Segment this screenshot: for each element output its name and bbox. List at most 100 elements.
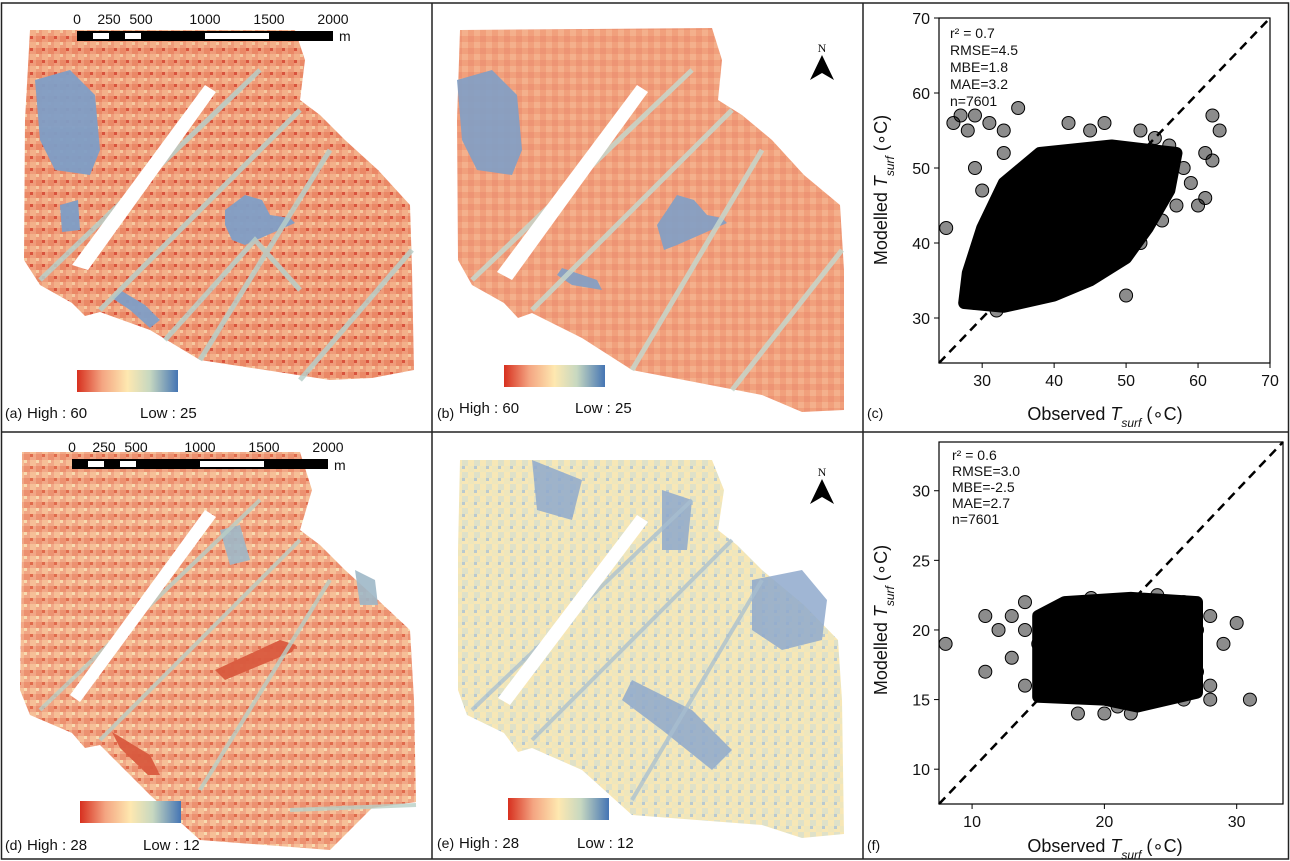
scatter-point bbox=[1150, 692, 1165, 707]
x-tick-label: 60 bbox=[1189, 373, 1207, 390]
scatter-point bbox=[1025, 198, 1040, 213]
scale-tick: 250 bbox=[97, 11, 121, 27]
scatter-point bbox=[1044, 664, 1059, 679]
river-gap bbox=[70, 510, 216, 702]
scatter-point bbox=[1216, 636, 1231, 651]
legend-high: High : 60 bbox=[27, 405, 87, 422]
map-panel-d: 0 250 500 1000 1500 2000 m (d) High : 28… bbox=[5, 439, 417, 854]
scatter-point bbox=[1203, 609, 1218, 624]
dense-cloud bbox=[958, 139, 1183, 313]
scatter-point bbox=[1205, 153, 1220, 168]
temperature-map bbox=[20, 452, 417, 850]
scatter-point bbox=[1205, 108, 1220, 123]
scatter-point bbox=[953, 108, 968, 123]
color-legend: (e) High : 28 Low : 12 bbox=[437, 798, 634, 852]
scale-bar: 0 250 500 1000 1500 2000 m bbox=[68, 439, 346, 473]
scatter-point bbox=[1018, 678, 1032, 693]
scatter-point bbox=[946, 116, 961, 130]
scatter-point bbox=[1203, 678, 1218, 693]
scatter-point bbox=[1083, 123, 1098, 138]
scatter-point bbox=[1191, 198, 1206, 213]
y-axis-title: Modelled Tsurf (∘C) bbox=[871, 545, 897, 695]
scatter-point bbox=[996, 123, 1011, 138]
stats-box: r² = 0.7 RMSE=4.5 MBE=1.8 MAE=3.2 n=7601 bbox=[950, 25, 1018, 109]
panel-label: (c) bbox=[867, 405, 883, 421]
legend-high: High : 28 bbox=[459, 835, 519, 852]
scatter-point bbox=[1169, 198, 1184, 213]
y-tick-label: 20 bbox=[912, 623, 930, 640]
legend-high: High : 28 bbox=[27, 837, 87, 854]
road-lines bbox=[38, 68, 414, 382]
x-tick-label: 10 bbox=[963, 814, 981, 831]
scale-tick: 1500 bbox=[253, 11, 284, 27]
scatter-point bbox=[1104, 251, 1119, 265]
scatter-point bbox=[1155, 176, 1170, 190]
y-ticks: 30 40 50 60 70 bbox=[912, 11, 939, 328]
scale-tick: 0 bbox=[73, 11, 81, 27]
stat-mbe: MBE=1.8 bbox=[950, 59, 1008, 75]
x-axis-title: Observed Tsurf (∘C) bbox=[1027, 404, 1182, 430]
scatter-point bbox=[1176, 692, 1191, 707]
scatter-point bbox=[1004, 650, 1019, 665]
stat-mae: MAE=2.7 bbox=[952, 495, 1010, 511]
color-legend: (b) High : 60 Low : 25 bbox=[437, 365, 632, 421]
scatter-point bbox=[1190, 664, 1204, 679]
scatter-point bbox=[1133, 236, 1148, 250]
temperature-map bbox=[457, 28, 844, 412]
scatter-point bbox=[1097, 116, 1112, 130]
scatter-point bbox=[1242, 692, 1257, 707]
scatter-point bbox=[991, 622, 1006, 637]
north-label: N bbox=[818, 41, 827, 55]
x-ticks: 10 20 30 bbox=[963, 804, 1246, 831]
scatter-point bbox=[1162, 138, 1177, 153]
legend-low: Low : 25 bbox=[140, 405, 197, 422]
stat-mbe: MBE=-2.5 bbox=[952, 479, 1015, 495]
scatter-point bbox=[939, 221, 954, 235]
scatter-point bbox=[975, 183, 990, 198]
one-to-one-line bbox=[938, 17, 1271, 364]
stat-n: n=7601 bbox=[952, 511, 999, 527]
stat-n: n=7601 bbox=[950, 93, 997, 109]
scatter-point bbox=[1032, 281, 1047, 295]
scatter-point bbox=[1198, 191, 1213, 205]
scatter-point bbox=[1190, 622, 1204, 637]
north-arrow: N bbox=[810, 465, 834, 504]
dense-cloud bbox=[1032, 591, 1203, 713]
road-lines bbox=[470, 68, 844, 392]
scale-tick: 2000 bbox=[312, 439, 343, 455]
scatter-points bbox=[939, 101, 1227, 318]
scatter-point bbox=[982, 281, 997, 295]
x-tick-label: 20 bbox=[1095, 814, 1113, 831]
legend-low: Low : 12 bbox=[143, 837, 200, 854]
dense-point-cloud bbox=[1032, 591, 1203, 713]
scatter-point bbox=[967, 161, 982, 175]
stat-rmse: RMSE=3.0 bbox=[952, 463, 1020, 479]
scale-tick: 2000 bbox=[317, 11, 348, 27]
cool-features bbox=[220, 525, 378, 605]
scatter-point bbox=[1084, 590, 1099, 605]
scale-unit: m bbox=[334, 457, 346, 473]
scale-tick: 250 bbox=[92, 439, 116, 455]
scatter-point bbox=[996, 146, 1011, 160]
color-legend: (d) High : 28 Low : 12 bbox=[5, 801, 200, 854]
panel-label: (e) bbox=[437, 835, 454, 851]
scatter-point bbox=[1047, 266, 1062, 280]
scatter-point bbox=[960, 288, 975, 303]
map-panel-a: 0 250 500 1000 1500 2000 m (a) High : 60… bbox=[5, 11, 414, 422]
scatter-point bbox=[1229, 616, 1244, 630]
scale-bar: 0 250 500 1000 1500 2000 m bbox=[73, 11, 351, 44]
y-ticks: 10 15 20 25 30 bbox=[912, 484, 939, 779]
scatter-point bbox=[1183, 176, 1198, 190]
scatter-point bbox=[1031, 636, 1046, 651]
scatter-point bbox=[978, 664, 993, 679]
cool-features bbox=[457, 70, 727, 290]
scale-tick: 500 bbox=[124, 439, 148, 455]
scale-tick: 1000 bbox=[189, 11, 220, 27]
y-tick-label: 30 bbox=[912, 311, 930, 328]
scatter-point bbox=[1070, 706, 1085, 721]
scatter-point bbox=[1119, 288, 1134, 303]
y-tick-label: 60 bbox=[912, 86, 930, 103]
color-legend: (a) High : 60 Low : 25 bbox=[5, 370, 197, 422]
y-tick-label: 70 bbox=[912, 11, 930, 28]
